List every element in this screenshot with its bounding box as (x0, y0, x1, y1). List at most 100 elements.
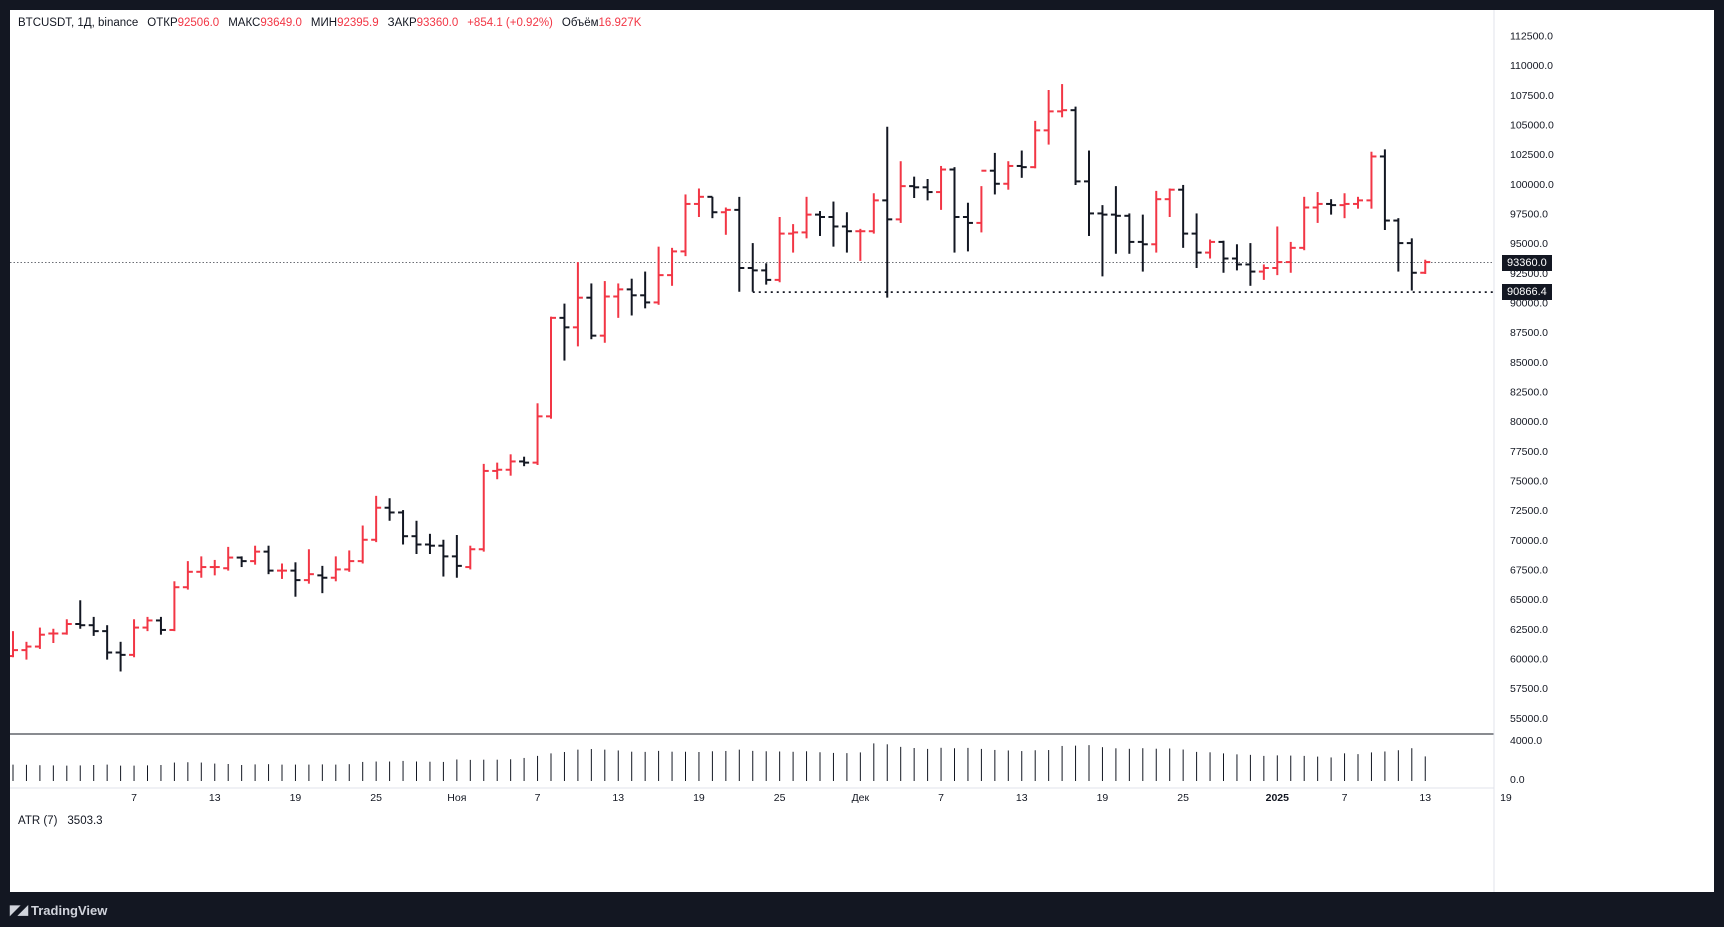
ohlc-bar (263, 545, 274, 575)
ohlc-bar (1245, 243, 1256, 286)
ohlc-bar (129, 619, 140, 658)
ohlc-bar (949, 167, 960, 253)
ohlc-bar (976, 169, 987, 233)
ohlc-bar (250, 545, 261, 565)
y-tick-label: 92500.0 (1510, 268, 1548, 280)
ohlc-bar (1406, 238, 1417, 291)
ohlc-bar (75, 600, 86, 629)
x-tick-label: 19 (1097, 792, 1109, 804)
y-tick-label: 105000.0 (1510, 119, 1554, 131)
ohlc-bar (586, 283, 597, 340)
volume-value: 16.927K (598, 17, 642, 29)
open-value: 92506.0 (177, 17, 220, 29)
ohlc-bar (989, 152, 1000, 195)
y-tick-label: 87500.0 (1510, 327, 1548, 339)
ohlc-bar (1164, 188, 1175, 217)
y-tick-label: 62500.0 (1510, 624, 1548, 636)
ohlc-bar (1205, 239, 1216, 259)
y-tick-label: 75000.0 (1510, 475, 1548, 487)
ohlc-bar (653, 246, 664, 305)
ohlc-bar (1030, 120, 1041, 169)
ohlc-bar (801, 196, 812, 239)
tradingview-logo[interactable]: ◤◢ TradingView (10, 902, 107, 918)
atr-legend[interactable]: ATR (7) 3503.3 (18, 815, 103, 827)
y-tick-label: 95000.0 (1510, 238, 1548, 250)
open-label: ОТКР (147, 17, 178, 29)
ohlc-bar (707, 195, 718, 219)
chart-area[interactable]: 112500.0 110000.0 107500.0 105000.0 102500.0… (10, 10, 1714, 892)
y-tick-label: 80000.0 (1510, 416, 1548, 428)
ohlc-bar (1191, 213, 1202, 269)
ohlc-bar (357, 525, 368, 564)
ohlc-bar (1057, 84, 1068, 118)
last-price-tag: 93360.0 (1502, 254, 1552, 271)
symbol-name[interactable]: BTCUSDT, 1Д, binance (18, 17, 139, 29)
price-chart[interactable]: 112500.0 110000.0 107500.0 105000.0 102500.0… (10, 10, 1714, 892)
ohlc-bar (1003, 161, 1014, 190)
ohlc-bar (21, 641, 32, 660)
atr-label: ATR (7) (18, 815, 58, 827)
y-tick-label: 57500.0 (1510, 683, 1548, 695)
ohlc-bar (1312, 192, 1323, 223)
ohlc-bar (546, 316, 556, 419)
x-tick-label: 13 (209, 792, 221, 804)
ohlc-bar (465, 545, 476, 570)
ohlc-bar (667, 247, 678, 286)
ohlc-bar (559, 303, 570, 361)
ohlc-bar (48, 628, 59, 643)
ohlc-bar (1231, 244, 1242, 271)
ohlc-bar (855, 228, 866, 261)
ohlc-bar (895, 161, 906, 223)
ohlc-bar (142, 616, 153, 632)
symbol-legend: BTCUSDT, 1Д, binance ОТКР 92506.0 МАКС 936… (18, 17, 641, 29)
ohlc-bar (61, 619, 72, 635)
ohlc-bar (1285, 241, 1296, 273)
ohlc-bar (384, 498, 395, 521)
ohlc-bar (438, 539, 449, 577)
ohlc-bar (1379, 149, 1390, 231)
ohlc-bar (1097, 205, 1108, 277)
high-label: МАКС (228, 17, 261, 29)
ohlc-bar (330, 556, 341, 582)
ohlc-bar (828, 201, 839, 247)
ohlc-bar (182, 561, 193, 590)
ohlc-bar (962, 202, 973, 252)
y-tick-label: 107500.0 (1510, 90, 1554, 102)
ohlc-bar (626, 278, 637, 316)
ohlc-bar (519, 456, 530, 467)
y-tick-label: 67500.0 (1510, 564, 1548, 576)
ohlc-bar (761, 263, 772, 285)
ohlc-bar (599, 281, 610, 343)
y-tick-label: 85000.0 (1510, 357, 1548, 369)
ohlc-bar (1124, 213, 1135, 254)
y-tick-label: 70000.0 (1510, 535, 1548, 547)
y-tick-label: 55000.0 (1510, 713, 1548, 725)
ohlc-bar (693, 188, 704, 217)
ohlc-bar (344, 550, 355, 572)
ohlc-bar (169, 581, 180, 632)
ohlc-bar (1393, 218, 1404, 272)
x-tick-label: Дек (852, 792, 870, 804)
ohlc-bar (1218, 240, 1229, 273)
ohlc-bar (1110, 186, 1121, 254)
ohlc-bar (532, 403, 543, 465)
y-tick-label: 102500.0 (1510, 149, 1554, 161)
ohlc-bar (398, 510, 409, 545)
x-tick-label: 13 (612, 792, 624, 804)
atr-pane: 4000.0 0.0 (12, 735, 1542, 786)
y-tick-label: 90000.0 (1510, 297, 1548, 309)
ohlc-bar (209, 559, 220, 576)
close-value: 93360.0 (416, 17, 459, 29)
x-tick-label: 19 (1500, 792, 1512, 804)
ohlc-bar (492, 462, 503, 480)
ohlc-bar (1137, 214, 1148, 272)
ohlc-bar (478, 463, 489, 552)
ohlc-bar (88, 616, 99, 636)
x-tick-label: 7 (535, 792, 541, 804)
y-tick-label: 110000.0 (1510, 60, 1553, 72)
volume-label: Объём (561, 17, 599, 29)
ohlc-bar (277, 563, 287, 579)
ohlc-bar (196, 556, 207, 578)
ohlc-bar (1326, 199, 1337, 215)
ohlc-bar (936, 165, 947, 210)
